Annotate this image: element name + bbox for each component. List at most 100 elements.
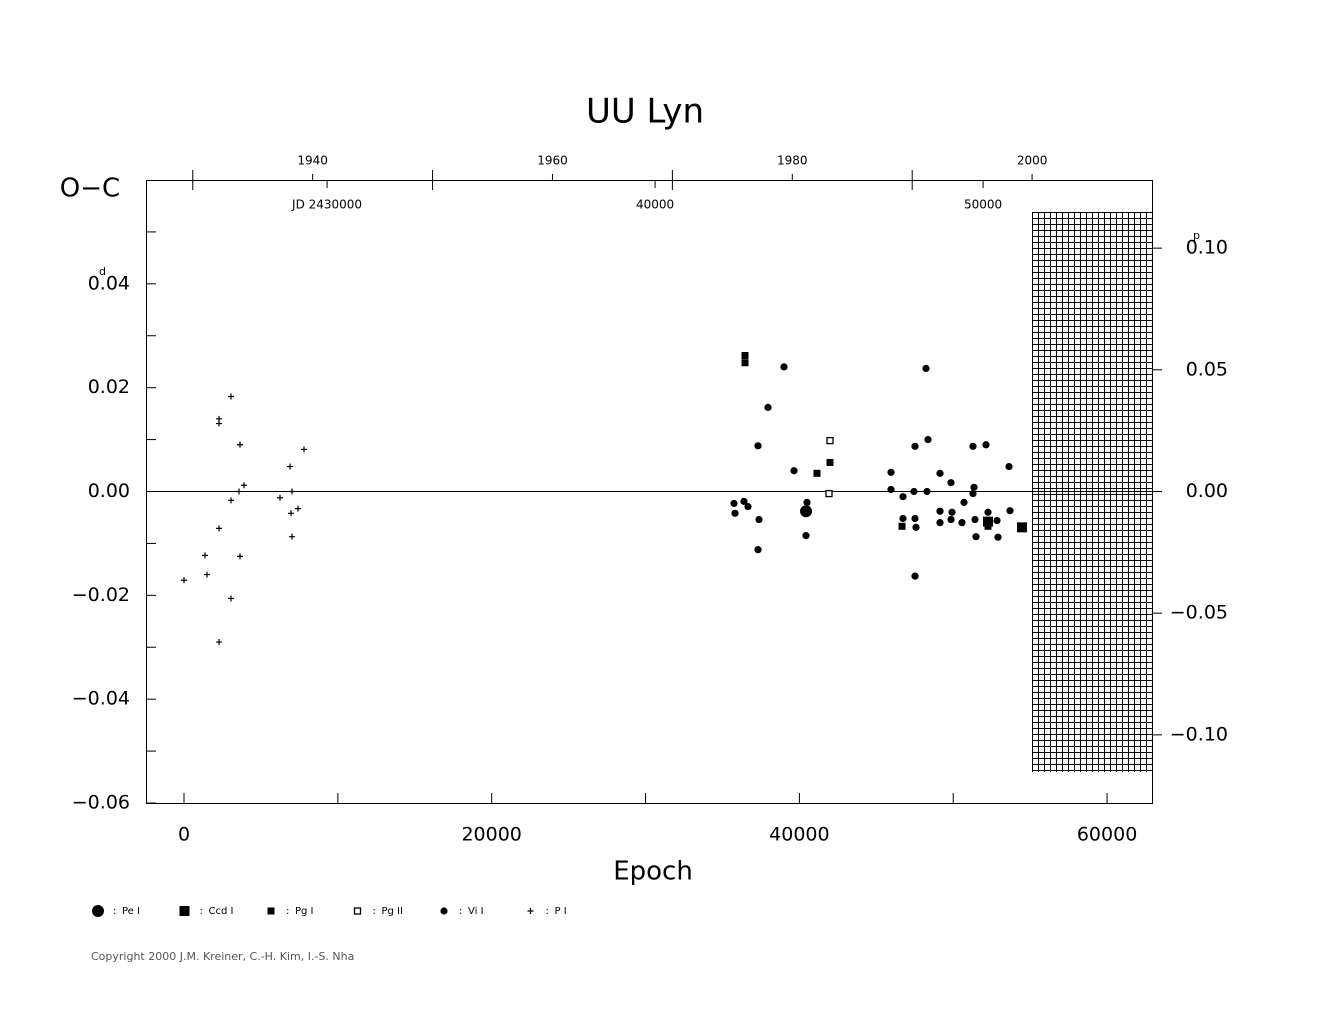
point [912, 523, 920, 531]
point [899, 493, 907, 501]
point [970, 483, 978, 491]
point [899, 514, 907, 523]
point [994, 533, 1002, 541]
legend-label: Pg II [382, 906, 403, 917]
legend-label: Vi I [468, 906, 484, 917]
legend-marker [179, 906, 190, 916]
point [825, 489, 833, 498]
copyright: Copyright 2000 J.M. Kreiner, C.-H. Kim, … [91, 950, 354, 963]
x3-tick-label: JD 2430000 [291, 198, 362, 212]
point [960, 498, 968, 507]
point [969, 489, 977, 498]
x3-tick-label: 40000 [636, 198, 674, 212]
point [911, 442, 919, 450]
point [741, 351, 749, 359]
point [826, 436, 834, 445]
point [993, 516, 1001, 525]
point [947, 479, 955, 487]
point [228, 595, 234, 602]
x-tick-label: 40000 [769, 824, 829, 846]
point [288, 510, 294, 517]
chart-title: UU Lyn [586, 92, 704, 132]
point [983, 516, 993, 527]
legend-marker [527, 908, 534, 914]
point [911, 572, 919, 580]
y-tick-label: −0.02 [72, 584, 130, 606]
point [289, 533, 295, 540]
point [287, 463, 293, 470]
point [936, 469, 944, 477]
point [1006, 507, 1014, 515]
point [237, 553, 243, 560]
x-axis-label: Epoch [613, 857, 693, 887]
y2-tick-label: 0.10 [1186, 237, 1228, 259]
y2-tick-label: 0.00 [1186, 480, 1228, 502]
point [741, 359, 749, 367]
y-tick-label: −0.06 [72, 792, 130, 814]
point [898, 522, 906, 530]
legend-marker [267, 907, 275, 915]
legend-separator: : [459, 906, 462, 917]
y2-tick-label: 0.05 [1186, 358, 1228, 380]
point [984, 522, 992, 530]
point [1017, 522, 1027, 533]
y-axis-label: O−C [60, 174, 120, 204]
point [289, 488, 295, 495]
x3-tick-label: 50000 [964, 198, 1002, 212]
point [740, 497, 748, 505]
point [924, 435, 932, 444]
point [969, 442, 977, 450]
point [790, 467, 798, 475]
point [910, 487, 918, 496]
point [744, 502, 752, 511]
x2-tick-label: 2000 [1017, 154, 1048, 168]
x-tick-label: 0 [178, 824, 190, 846]
point [277, 494, 283, 501]
point [984, 508, 992, 516]
point [972, 533, 980, 541]
point [295, 505, 301, 512]
point [803, 498, 811, 507]
x-tick-label: 20000 [461, 824, 521, 846]
point [971, 515, 979, 524]
point [958, 519, 966, 527]
point [731, 509, 739, 517]
point [228, 497, 234, 504]
y-unit-mark: d [99, 265, 106, 278]
point [982, 441, 990, 449]
point [202, 552, 208, 559]
legend-separator: : [200, 906, 203, 917]
y2-tick-label: −0.05 [1170, 602, 1228, 624]
point [947, 515, 955, 524]
point [948, 508, 956, 516]
x2-tick-label: 1940 [297, 154, 328, 168]
point [241, 482, 247, 489]
legend-separator: : [546, 906, 549, 917]
legend-marker [353, 907, 362, 915]
point [802, 532, 810, 540]
point [936, 519, 944, 527]
point [826, 458, 834, 466]
point [216, 525, 222, 532]
point [887, 485, 895, 494]
point [204, 571, 210, 578]
x2-tick-label: 1980 [777, 154, 808, 168]
x2-tick-label: 1960 [537, 154, 568, 168]
point [780, 363, 788, 371]
point [216, 639, 222, 646]
legend-label: Ccd I [209, 906, 234, 917]
point [813, 469, 821, 477]
point [237, 441, 243, 448]
point [301, 446, 307, 453]
point [764, 403, 772, 411]
point [887, 468, 895, 476]
legend-label: P I [555, 906, 567, 917]
point [754, 442, 762, 450]
point [922, 364, 930, 373]
legend-marker [440, 907, 448, 915]
point [755, 515, 763, 524]
legend-separator: : [373, 906, 376, 917]
y-tick-label: 0.02 [88, 376, 130, 398]
y2-tick-label: −0.10 [1170, 723, 1228, 745]
